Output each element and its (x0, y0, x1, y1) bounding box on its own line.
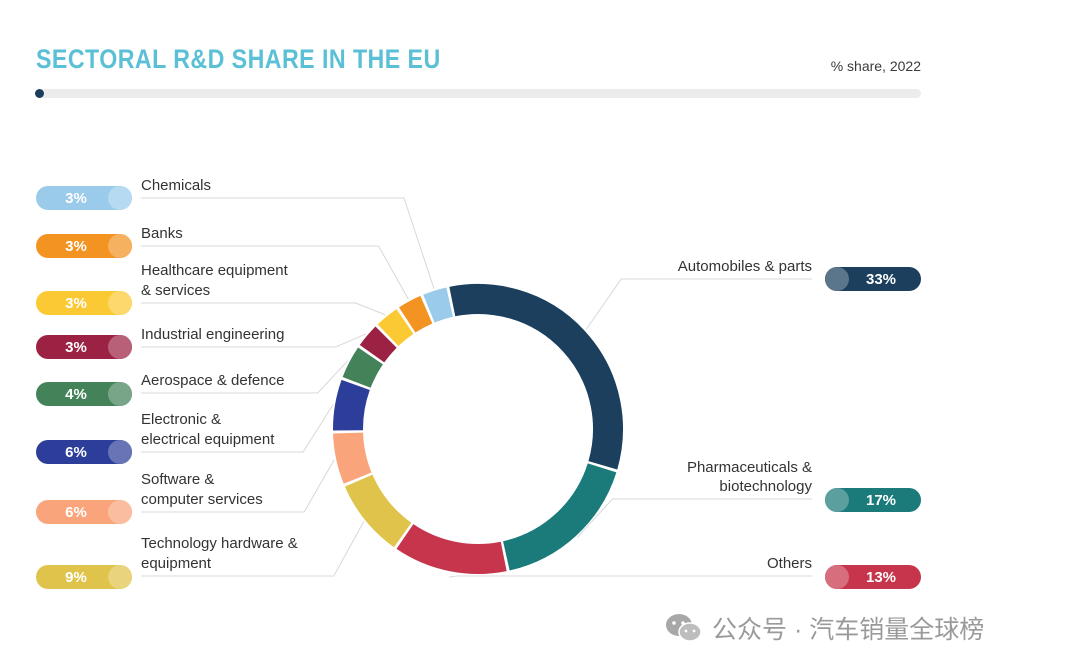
value-label: 4% (65, 386, 87, 403)
value-pill-pharmaceuticals-and-biotechnology: 17% (825, 488, 921, 512)
donut-slice-aerospace-and-defence (342, 347, 384, 389)
pill-knob (108, 500, 132, 524)
value-pill-others: 13% (825, 565, 921, 589)
category-label-electronic-and-electrical-equipment: Electronic & (141, 411, 221, 428)
pill-background (36, 440, 132, 464)
pill-knob (825, 267, 849, 291)
category-label-healthcare-equipment-and-services: & services (141, 282, 210, 299)
value-label: 3% (65, 190, 87, 207)
leader-line-healthcare-equipment-and-services (141, 302, 386, 316)
category-label-technology-hardware-and-equipment: Technology hardware & (141, 535, 298, 552)
value-label: 3% (65, 238, 87, 255)
leader-line-aerospace-and-defence (141, 360, 349, 394)
value-label: 6% (65, 444, 87, 461)
leader-line-technology-hardware-and-equipment (141, 521, 365, 577)
category-label-electronic-and-electrical-equipment: electrical equipment (141, 431, 275, 448)
donut-slice-software-and-computer-services (333, 432, 372, 484)
donut-slice-banks (399, 295, 433, 333)
value-label: 9% (65, 569, 87, 586)
pill-background (36, 500, 132, 524)
category-label-software-and-computer-services: computer services (141, 491, 263, 508)
donut-slice-industrial-engineering (359, 326, 397, 363)
category-label-aerospace-and-defence: Aerospace & defence (141, 372, 284, 389)
watermark-text: 公众号 · 汽车销量全球榜 (712, 616, 985, 644)
pill-background (825, 267, 921, 291)
pill-background (825, 565, 921, 589)
donut-slice-chemicals (423, 287, 454, 323)
pill-knob (108, 234, 132, 258)
category-label-software-and-computer-services: Software & (141, 471, 214, 488)
pill-knob (108, 186, 132, 210)
pill-knob (108, 440, 132, 464)
pill-knob (108, 291, 132, 315)
pill-background (36, 234, 132, 258)
value-label: 13% (866, 569, 896, 586)
leader-line-industrial-engineering (141, 333, 366, 348)
chart-title: SECTORAL R&D SHARE IN THE EU (36, 44, 441, 74)
pill-knob (108, 565, 132, 589)
leader-lines (141, 197, 812, 578)
category-label-pharmaceuticals-and-biotechnology: biotechnology (719, 478, 812, 495)
category-label-pharmaceuticals-and-biotechnology: Pharmaceuticals & (687, 459, 812, 476)
value-pill-software-and-computer-services: 6% (36, 500, 132, 524)
donut-slice-technology-hardware-and-equipment (344, 474, 412, 548)
value-pill-aerospace-and-defence: 4% (36, 382, 132, 406)
leader-line-automobiles-and-parts (585, 278, 812, 330)
value-pill-technology-hardware-and-equipment: 9% (36, 565, 132, 589)
pill-background (825, 488, 921, 512)
donut-slice-others (396, 523, 507, 574)
category-label-healthcare-equipment-and-services: Healthcare equipment (141, 262, 289, 279)
category-label-banks: Banks (141, 225, 183, 242)
value-pill-electronic-and-electrical-equipment: 6% (36, 440, 132, 464)
leader-line-banks (141, 245, 409, 300)
category-label-others: Others (767, 555, 812, 572)
pill-background (36, 335, 132, 359)
value-pill-banks: 3% (36, 234, 132, 258)
pill-background (36, 382, 132, 406)
chart-subtitle: % share, 2022 (830, 58, 921, 74)
title-underline-dot (35, 89, 44, 98)
category-label-chemicals: Chemicals (141, 177, 211, 194)
pill-knob (825, 488, 849, 512)
pill-background (36, 186, 132, 210)
value-pill-chemicals: 3% (36, 186, 132, 210)
donut-slice-electronic-and-electrical-equipment (333, 379, 370, 431)
value-label: 33% (866, 271, 896, 288)
watermark: 公众号 · 汽车销量全球榜 (664, 610, 984, 646)
leader-line-electronic-and-electrical-equipment (141, 404, 334, 453)
category-label-automobiles-and-parts: Automobiles & parts (678, 258, 812, 275)
pill-knob (825, 565, 849, 589)
value-label: 3% (65, 339, 87, 356)
wechat-icon (666, 614, 702, 642)
value-label: 6% (65, 504, 87, 521)
leader-line-chemicals (141, 197, 435, 289)
value-pill-industrial-engineering: 3% (36, 335, 132, 359)
category-label-technology-hardware-and-equipment: equipment (141, 555, 212, 572)
donut-slice-pharmaceuticals-and-biotechnology (502, 463, 617, 571)
value-label: 3% (65, 295, 87, 312)
pill-background (36, 291, 132, 315)
value-pill-healthcare-equipment-and-services: 3% (36, 291, 132, 315)
donut-slice-healthcare-equipment-and-services (377, 309, 414, 347)
value-pill-automobiles-and-parts: 33% (825, 267, 921, 291)
leader-line-software-and-computer-services (141, 459, 335, 513)
leader-line-others (448, 575, 812, 578)
pill-knob (108, 335, 132, 359)
pill-knob (108, 382, 132, 406)
donut-ring (333, 284, 623, 574)
leader-line-pharmaceuticals-and-biotechnology (577, 498, 812, 538)
pill-background (36, 565, 132, 589)
value-label: 17% (866, 492, 896, 509)
category-label-industrial-engineering: Industrial engineering (141, 326, 284, 343)
value-pills: 33% 17% 13% 9% 6% 6% 4% 3% 3% 3% 3% (36, 186, 921, 589)
title-underline-track (36, 89, 921, 98)
donut-slice-automobiles-and-parts (449, 284, 623, 470)
